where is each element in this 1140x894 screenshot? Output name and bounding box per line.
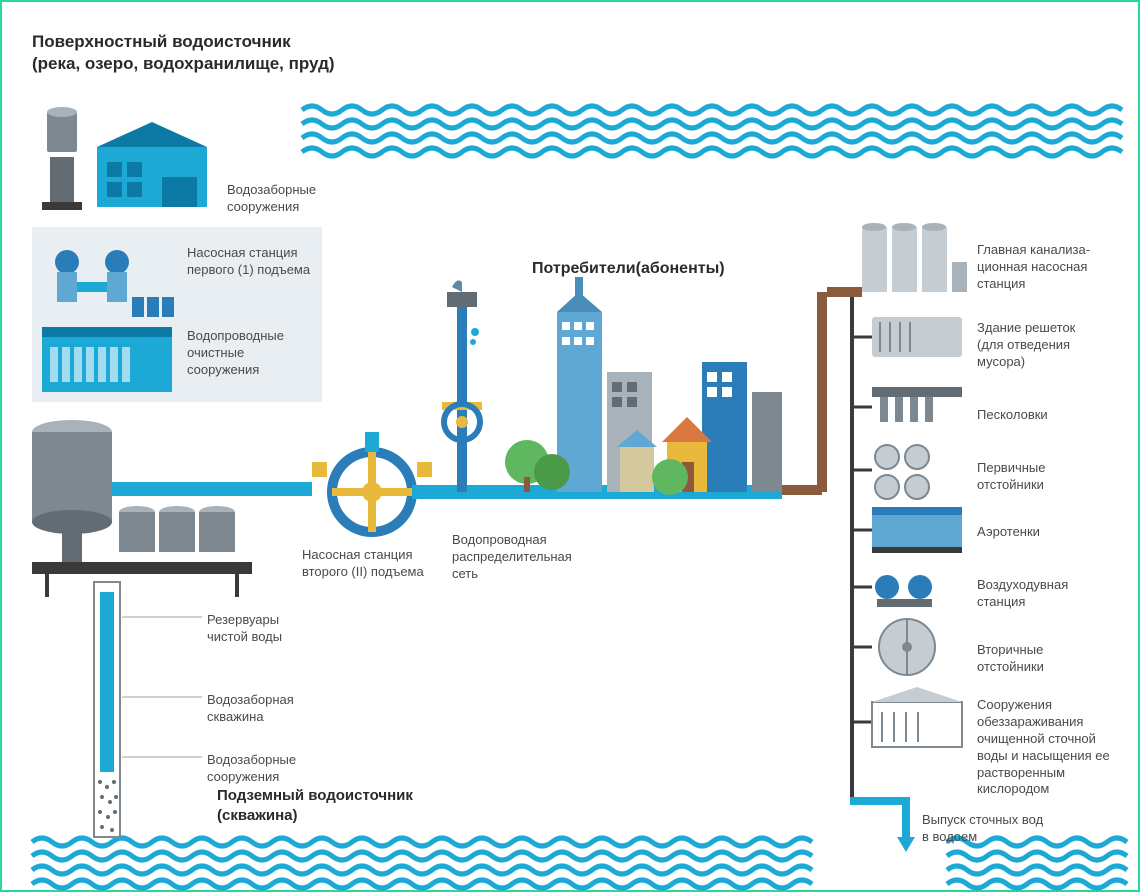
primary-settlers-icon — [875, 445, 929, 499]
bottom-left-waves — [32, 838, 812, 888]
sand-traps-icon — [872, 387, 962, 422]
label-outlet: Выпуск сточных вод в водоем — [922, 812, 1043, 846]
label-sandtraps: Песколовки — [977, 407, 1048, 424]
label-well-struct: Водозаборные сооружения — [207, 752, 296, 786]
city-buildings-icon — [505, 277, 782, 495]
sewage-station-icon — [862, 223, 967, 292]
label-well: Водозаборная скважина — [207, 692, 294, 726]
label-clean-tanks: Резервуары чистой воды — [207, 612, 282, 646]
water-pipe-main — [112, 482, 312, 496]
label-grating: Здание решеток (для отведения мусора) — [977, 320, 1075, 371]
label-underground-2: (скважина) — [217, 807, 297, 824]
label-pump-1: Насосная станция первого (1) подъема — [187, 245, 310, 279]
label-main-sewage: Главная канализа- ционная насосная станц… — [977, 242, 1090, 293]
pump-station-2-icon — [312, 432, 432, 532]
water-pipe-2 — [412, 485, 492, 499]
secondary-settlers-icon — [879, 619, 935, 675]
label-consumers: Потребители(абоненты) — [532, 260, 725, 278]
aerotanks-icon — [872, 507, 962, 553]
blower-station-icon — [875, 575, 932, 607]
label-blower: Воздуходувная станция — [977, 577, 1068, 611]
outlet-arrow-icon — [850, 797, 915, 852]
water-tap-icon — [442, 280, 482, 492]
well-borehole-icon — [94, 582, 120, 837]
label-underground-1: Подземный водоисточник — [217, 787, 413, 804]
label-intake: Водозаборные сооружения — [227, 182, 316, 216]
label-disinfection: Сооружения обеззараживания очищенной сто… — [977, 697, 1110, 798]
disinfection-icon — [872, 687, 962, 747]
label-primary: Первичные отстойники — [977, 460, 1046, 494]
label-pump-2: Насосная станция второго (II) подъема — [302, 547, 424, 581]
grating-building-icon — [872, 317, 962, 357]
label-secondary: Вторичные отстойники — [977, 642, 1044, 676]
water-treatment-icon — [42, 327, 172, 392]
intake-facility-icon — [42, 107, 207, 210]
label-aerotanks: Аэротенки — [977, 524, 1040, 541]
label-distribution: Водопроводная распределительная сеть — [452, 532, 572, 583]
top-waves — [302, 106, 1122, 156]
header-title-1: Поверхностный водоисточник — [32, 32, 291, 52]
diagram-canvas — [2, 2, 1140, 894]
label-treatment: Водопроводные очистные сооружения — [187, 328, 284, 379]
clean-water-tanks-icon — [32, 420, 252, 597]
header-title-2: (река, озеро, водохранилище, пруд) — [32, 54, 335, 74]
